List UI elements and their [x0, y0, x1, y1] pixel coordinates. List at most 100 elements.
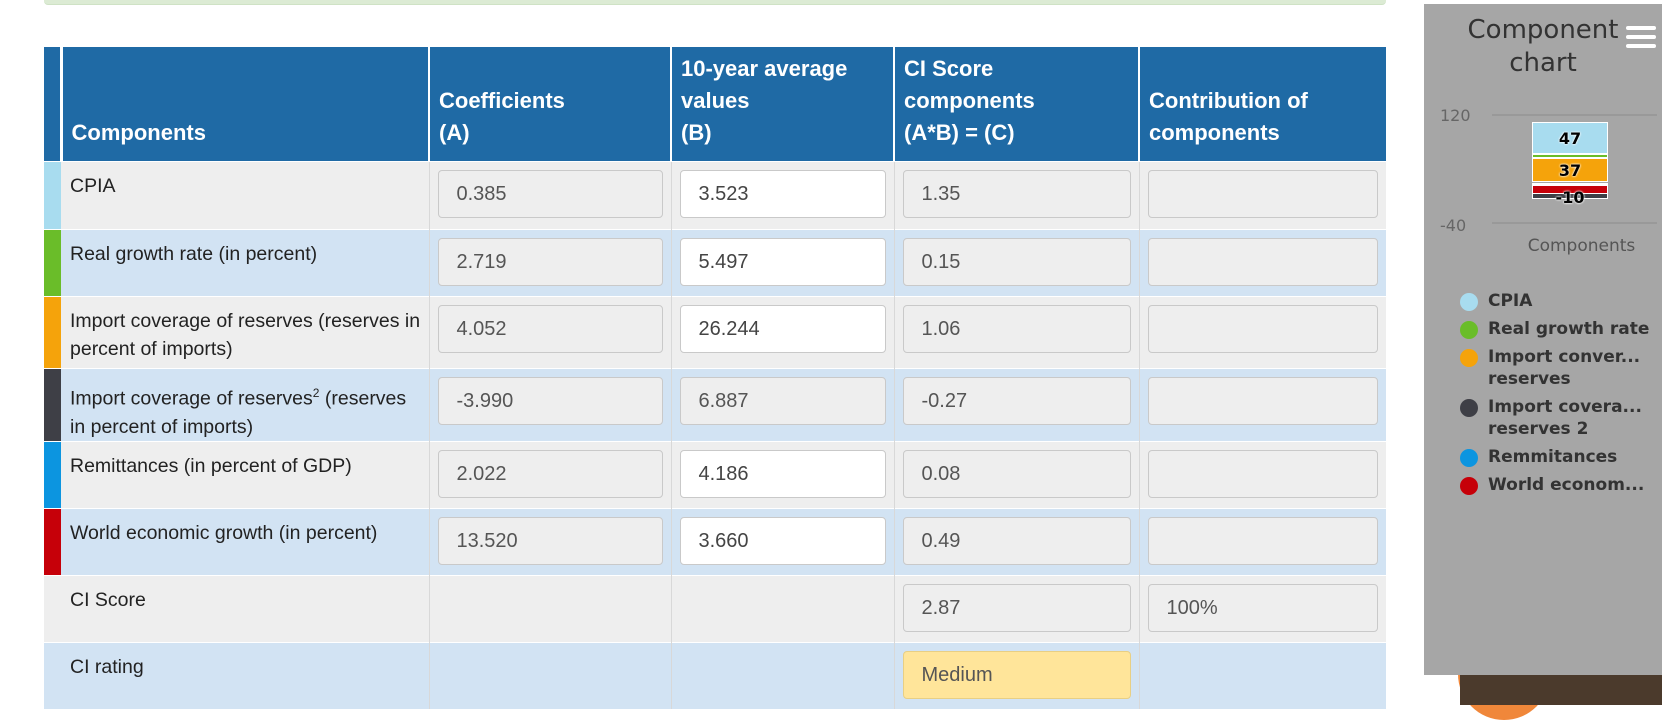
- coefficient-field: -3.990: [437, 377, 663, 425]
- component-name: Import coverage of reserves2 (reserves i…: [61, 368, 430, 441]
- row-color-stripe: [44, 161, 61, 230]
- bar-segment: 37: [1532, 157, 1608, 183]
- empty-cell: [429, 641, 672, 709]
- rating-label: CI rating: [61, 641, 430, 709]
- legend-label-continued: reserves 2: [1488, 419, 1589, 439]
- legend-item[interactable]: Real growth rate: [1460, 318, 1660, 340]
- x-axis-title: Components: [1527, 236, 1636, 256]
- coefficient-field: 2.719: [437, 238, 663, 286]
- score-label: CI Score: [61, 574, 430, 642]
- legend-label-continued: reserves: [1488, 369, 1571, 389]
- header-contribution: Contribution of components: [1139, 47, 1386, 162]
- legend-label: Import covera...: [1488, 397, 1642, 417]
- chart-title: Component chart: [1467, 15, 1619, 78]
- bar-value-label: 37: [1558, 161, 1582, 180]
- legend-label: CPIA: [1488, 291, 1533, 311]
- header-components: Components: [61, 47, 430, 162]
- coefficient-field: 4.052: [437, 305, 663, 353]
- average-value-field: 6.887: [679, 377, 886, 425]
- table-header-row: Components Coefficients (A) 10-year avera…: [44, 47, 1386, 162]
- component-name: Remittances (in percent of GDP): [61, 440, 430, 508]
- legend-item[interactable]: World econom...: [1460, 474, 1660, 496]
- ci-component-field: 0.49: [902, 516, 1131, 565]
- bar-value-label: -10: [1555, 187, 1585, 207]
- row-color-stripe: [44, 296, 61, 369]
- legend-item[interactable]: Import covera... reserves 2: [1460, 396, 1660, 440]
- row-color-stripe: [44, 229, 61, 297]
- header-stripe: [44, 47, 63, 162]
- contribution-field: [1147, 516, 1378, 565]
- average-value-input[interactable]: 4.186: [679, 449, 886, 498]
- row-color-stripe: [44, 641, 61, 709]
- row-color-stripe: [44, 440, 61, 508]
- bar-segment: [1532, 154, 1608, 158]
- bar-segment: -10: [1532, 188, 1608, 207]
- average-value-input[interactable]: 3.660: [679, 516, 886, 565]
- ci-rating-field: Medium: [902, 650, 1131, 699]
- table-row-world-growth: World economic growth (in percent) 13.52…: [44, 507, 1386, 575]
- ci-component-field: 1.35: [902, 170, 1131, 218]
- header-coefficients: Coefficients (A): [429, 47, 672, 162]
- gridline-top: [1492, 114, 1657, 116]
- legend-label: Remmitances: [1488, 447, 1618, 467]
- ci-score-contribution-field: 100%: [1147, 583, 1378, 632]
- ci-score-field: 2.87: [902, 583, 1131, 632]
- row-color-stripe: [44, 574, 61, 642]
- header-average-values: 10-year average values (B): [671, 47, 895, 162]
- average-value-input[interactable]: 26.244: [679, 305, 886, 353]
- ci-component-field: 0.15: [902, 238, 1131, 286]
- table-row-remittances: Remittances (in percent of GDP) 2.022 4.…: [44, 440, 1386, 508]
- legend-dot-icon: [1460, 399, 1478, 417]
- contribution-field: [1147, 170, 1378, 218]
- average-value-input[interactable]: 3.523: [679, 170, 886, 218]
- component-name: CPIA: [61, 161, 430, 230]
- bar-segment: 47: [1532, 122, 1608, 155]
- chart-legend: CPIA Real growth rate Import conver... rese…: [1460, 290, 1660, 502]
- coefficient-field: 13.520: [437, 516, 663, 565]
- table-row-import-coverage-squared: Import coverage of reserves2 (reserves i…: [44, 368, 1386, 441]
- legend-dot-icon: [1460, 293, 1478, 311]
- coefficient-field: 0.385: [437, 170, 663, 218]
- background-photo-strip: [1460, 672, 1662, 705]
- hamburger-menu-icon[interactable]: [1624, 22, 1658, 52]
- contribution-field: [1147, 305, 1378, 353]
- contribution-field: [1147, 377, 1378, 425]
- bar-value-label: 47: [1558, 129, 1582, 149]
- legend-dot-icon: [1460, 321, 1478, 339]
- empty-cell: [1139, 641, 1386, 709]
- component-name: World economic growth (in percent): [61, 507, 430, 575]
- empty-cell: [671, 574, 895, 642]
- legend-label: Real growth rate: [1488, 319, 1650, 339]
- table-row-ci-rating: CI rating Medium: [44, 641, 1386, 709]
- legend-label: World econom...: [1488, 475, 1645, 495]
- legend-item[interactable]: Remmitances: [1460, 446, 1660, 468]
- legend-dot-icon: [1460, 449, 1478, 467]
- legend-item[interactable]: Import conver... reserves: [1460, 346, 1660, 390]
- gridline-bottom: [1492, 222, 1657, 224]
- ci-component-field: 0.08: [902, 449, 1131, 498]
- ci-component-field: -0.27: [902, 377, 1131, 425]
- empty-cell: [429, 574, 672, 642]
- y-tick-label-top: 120: [1440, 106, 1471, 125]
- legend-dot-icon: [1460, 477, 1478, 495]
- empty-cell: [671, 641, 895, 709]
- table-row-real-growth: Real growth rate (in percent) 2.719 5.49…: [44, 229, 1386, 297]
- average-value-input[interactable]: 5.497: [679, 238, 886, 286]
- legend-item[interactable]: CPIA: [1460, 290, 1660, 312]
- legend-dot-icon: [1460, 349, 1478, 367]
- component-chart-panel: Component chart 120 -40 47 37 -10 Component…: [1424, 4, 1662, 675]
- table-row-cpia: CPIA 0.385 3.523 1.35: [44, 161, 1386, 230]
- row-color-stripe: [44, 368, 61, 441]
- contribution-field: [1147, 238, 1378, 286]
- y-tick-label-bottom: -40: [1440, 216, 1467, 235]
- row-color-stripe: [44, 507, 61, 575]
- contribution-field: [1147, 449, 1378, 498]
- ci-component-field: 1.06: [902, 305, 1131, 353]
- top-banner-edge: [44, 0, 1386, 5]
- bar-segment: [1532, 182, 1608, 185]
- component-name: Import coverage of reserves (reserves in…: [61, 296, 430, 369]
- component-name: Real growth rate (in percent): [61, 229, 430, 297]
- header-ci-score-components: CI Score components (A*B) = (C): [894, 47, 1140, 162]
- table-row-ci-score: CI Score 2.87 100%: [44, 574, 1386, 642]
- coefficient-field: 2.022: [437, 449, 663, 498]
